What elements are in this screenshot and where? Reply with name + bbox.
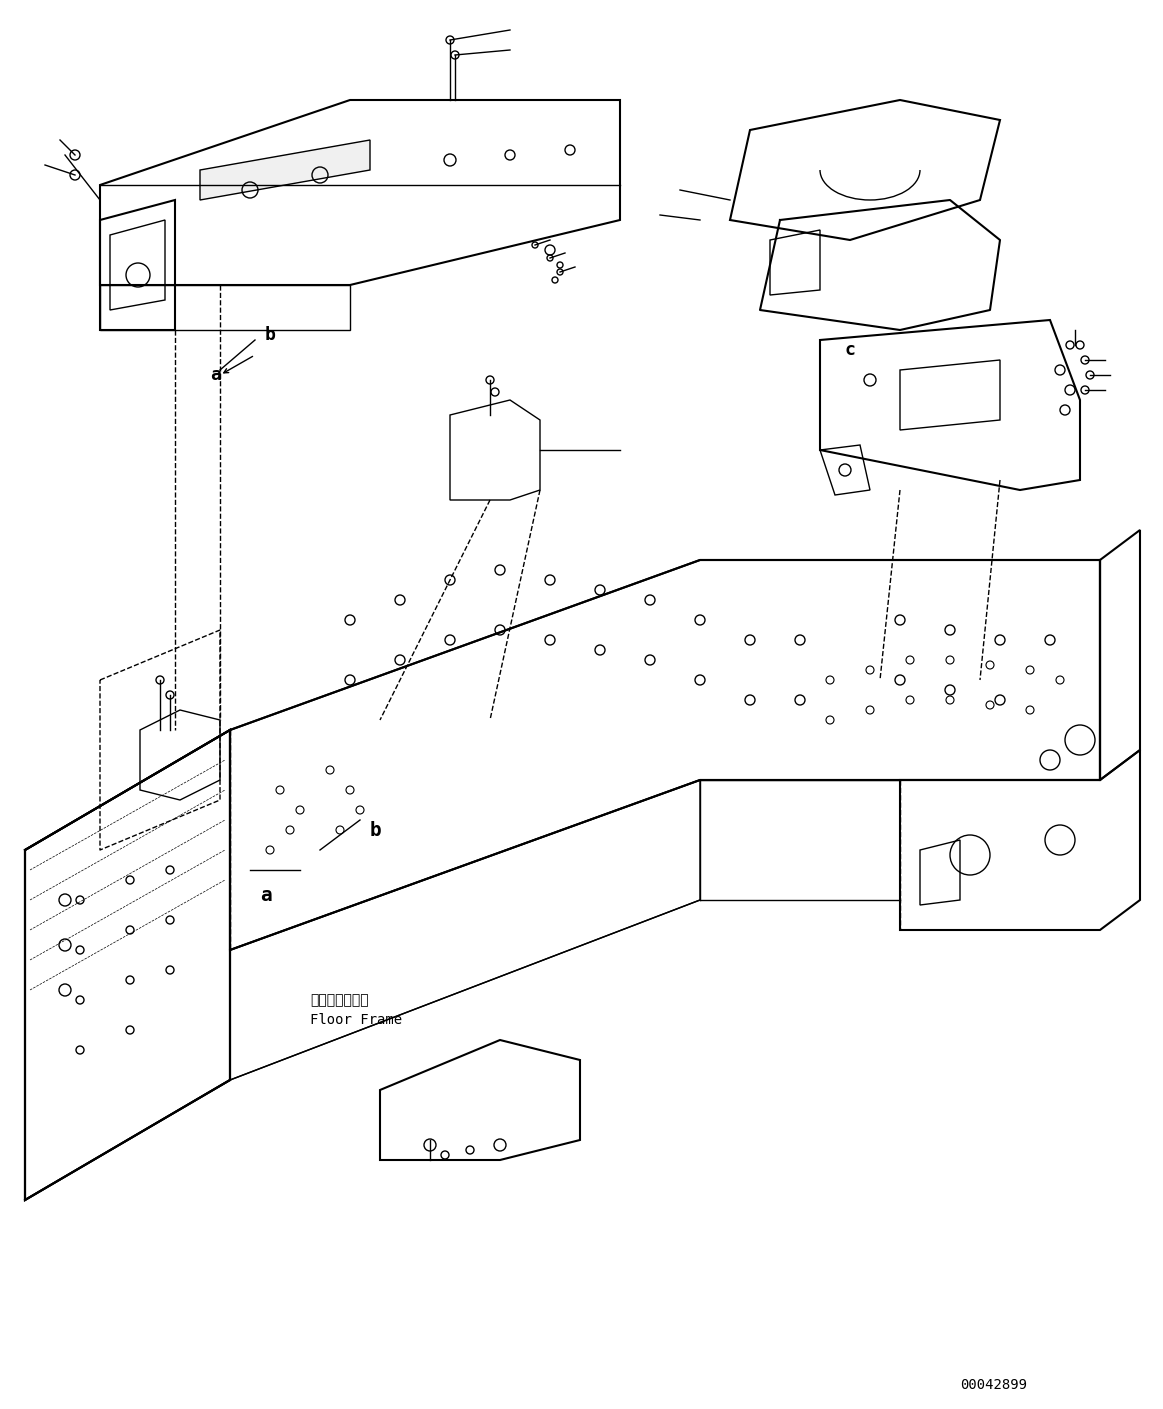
Text: c: c [846,341,856,359]
Text: 00042899: 00042899 [959,1378,1027,1392]
Text: Floor Frame: Floor Frame [311,1013,402,1027]
Text: フロアフレーム: フロアフレーム [311,993,369,1007]
Text: a: a [211,366,221,385]
Polygon shape [200,139,370,200]
Text: a: a [261,885,272,905]
Text: b: b [370,820,381,840]
Text: b: b [265,325,276,344]
